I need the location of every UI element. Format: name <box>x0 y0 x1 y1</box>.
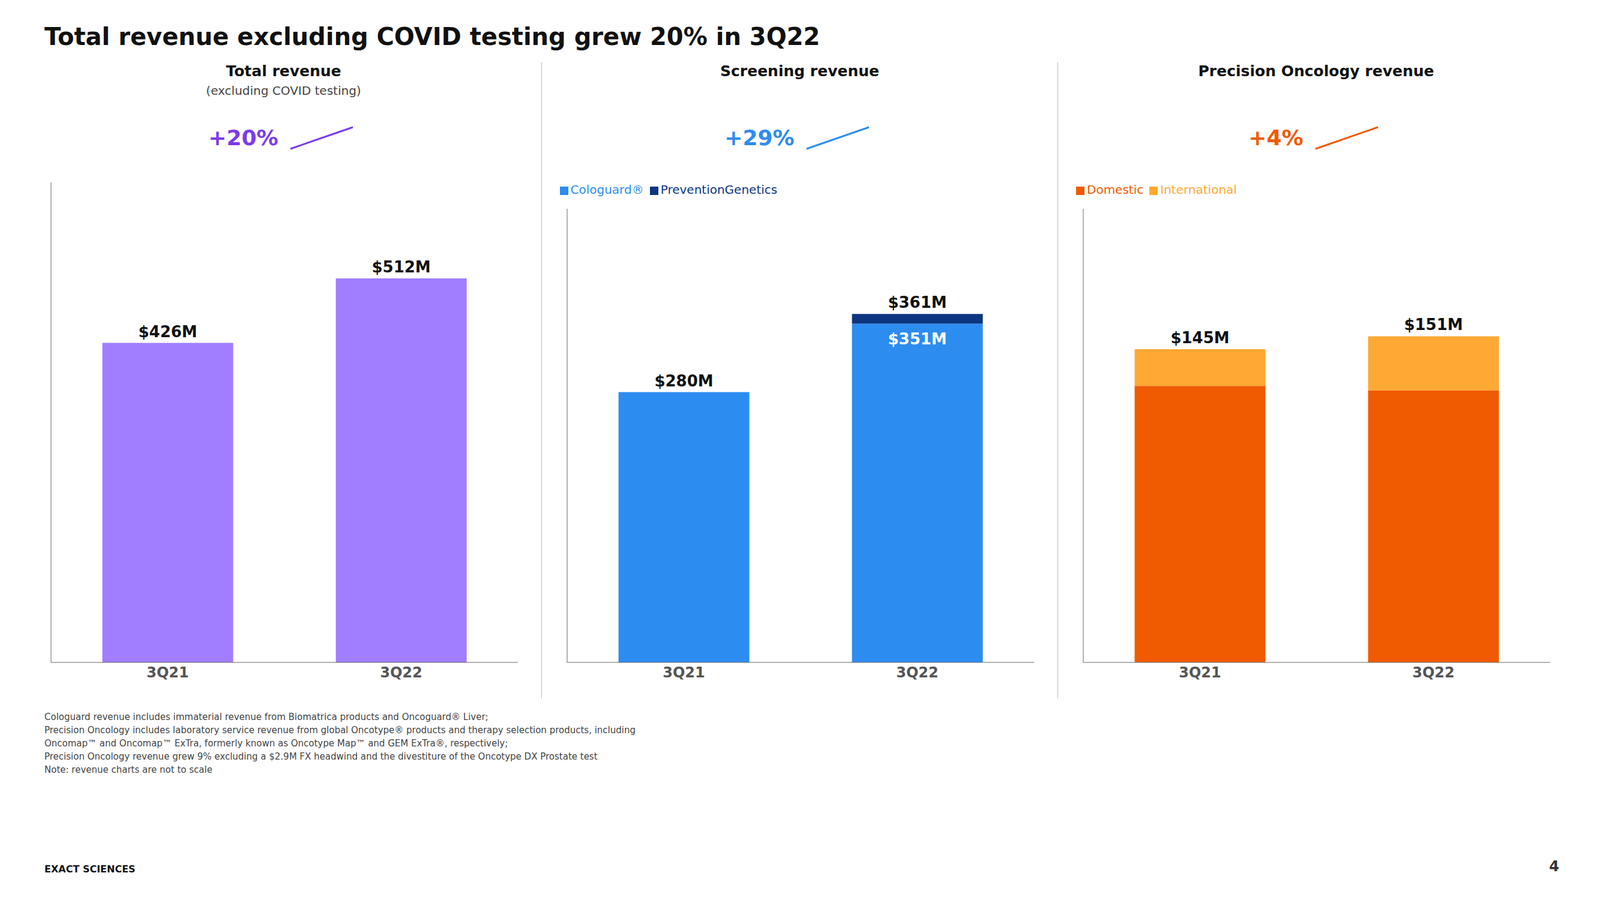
html-text:+20%: +20% <box>208 125 279 150</box>
html-text:(excluding COVID testing): (excluding COVID testing) <box>206 83 362 98</box>
html-text:Total revenue excluding COVID: Total revenue excluding COVID testing gr… <box>44 22 820 51</box>
html-text:+29%: +29% <box>724 125 795 150</box>
html-text:PreventionGenetics: PreventionGenetics <box>660 182 778 197</box>
svg-text:3Q21: 3Q21 <box>146 664 190 682</box>
html-text:Cologuard®: Cologuard® <box>570 182 644 197</box>
svg-text:$426M: $426M <box>138 322 197 341</box>
html-text:EXACT SCIENCES: EXACT SCIENCES <box>44 863 136 876</box>
svg-text:3Q22: 3Q22 <box>896 664 939 682</box>
html-text:Oncomap™ and Oncomap™ ExTra, f: Oncomap™ and Oncomap™ ExTra, formerly kn… <box>44 738 508 749</box>
svg-text:3Q21: 3Q21 <box>1178 664 1222 682</box>
svg-text:3Q22: 3Q22 <box>379 664 423 682</box>
html-text:Total revenue: Total revenue <box>225 62 342 80</box>
svg-text:$351M: $351M <box>887 330 947 349</box>
svg-text:$361M: $361M <box>887 293 947 312</box>
html-text:Note: revenue charts are not t: Note: revenue charts are not to scale <box>44 764 213 776</box>
svg-text:3Q21: 3Q21 <box>662 664 706 682</box>
svg-text:$280M: $280M <box>654 372 713 391</box>
html-text:International: International <box>1160 182 1237 197</box>
html-text:4: 4 <box>1549 858 1560 876</box>
html-text:Cologuard revenue includes imm: Cologuard revenue includes immaterial re… <box>44 711 489 723</box>
html-text:Precision Oncology revenue gre: Precision Oncology revenue grew 9% exclu… <box>44 751 598 763</box>
svg-text:$512M: $512M <box>371 258 431 277</box>
html-text:+4%: +4% <box>1248 125 1304 150</box>
svg-text:3Q22: 3Q22 <box>1412 664 1455 682</box>
svg-text:$151M: $151M <box>1403 315 1463 334</box>
html-text:Domestic: Domestic <box>1086 182 1144 197</box>
html-text:Precision Oncology revenue: Precision Oncology revenue <box>1198 62 1435 80</box>
html-text:Screening revenue: Screening revenue <box>720 62 880 80</box>
html-text:Precision Oncology includes la: Precision Oncology includes laboratory s… <box>44 724 636 736</box>
svg-text:$145M: $145M <box>1170 328 1230 347</box>
